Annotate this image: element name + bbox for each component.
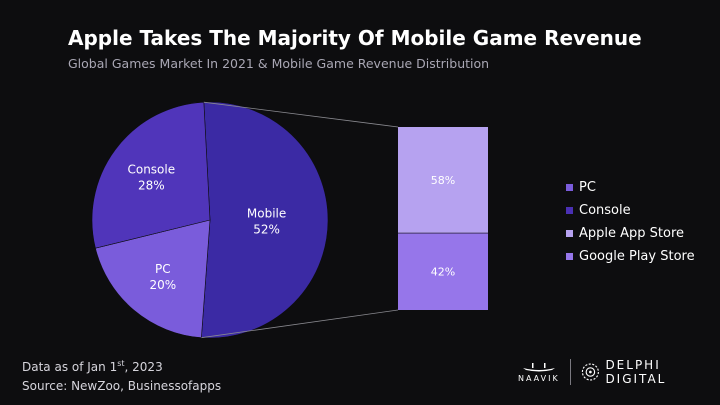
bar-label-google-play-store: 42%: [431, 266, 455, 279]
bar-segment-google-play-store: [398, 233, 488, 310]
brand-logos: NAAVIK DELPHI DIGITAL: [518, 358, 720, 386]
date-sup: st: [117, 359, 125, 368]
pie-slice-console: [91, 101, 211, 249]
pie-value-label-pc: 20%: [149, 278, 176, 292]
logo-divider: [569, 359, 571, 385]
pie-slice-mobile: [201, 101, 329, 339]
legend-swatch-pc: [566, 184, 573, 191]
legend-swatch-console: [566, 207, 573, 214]
legend-item-apple-app-store: Apple App Store: [566, 222, 695, 245]
date-suffix: , 2023: [124, 360, 163, 374]
legend-swatch-google-play-store: [566, 253, 573, 260]
legend-item-google-play-store: Google Play Store: [566, 245, 695, 268]
pie-value-label-mobile: 52%: [253, 223, 280, 237]
date-prefix: Data as of Jan 1: [22, 360, 118, 374]
pie-category-label-mobile: Mobile: [247, 207, 286, 221]
legend-label-console: Console: [579, 203, 631, 218]
connector-line-bottom: [201, 309, 399, 339]
legend-item-pc: PC: [566, 176, 695, 199]
naavik-wordmark: NAAVIK: [518, 373, 560, 383]
pie-slice-pc: [95, 219, 211, 339]
delphi-logo: DELPHI DIGITAL: [581, 358, 720, 386]
chart-subtitle: Global Games Market In 2021 & Mobile Gam…: [68, 56, 490, 71]
bar-segment-apple-app-store: [398, 127, 488, 234]
legend-label-pc: PC: [579, 180, 596, 195]
legend-item-console: Console: [566, 199, 695, 222]
pie-category-label-pc: PC: [155, 262, 171, 276]
pie-category-label-console: Console: [127, 162, 175, 176]
footer: Data as of Jan 1st, 2023 Source: NewZoo,…: [22, 354, 221, 396]
delphi-icon: [581, 363, 599, 381]
naavik-logo: NAAVIK: [518, 362, 560, 383]
legend-label-apple-app-store: Apple App Store: [579, 226, 685, 241]
chart-title: Apple Takes The Majority Of Mobile Game …: [68, 26, 642, 50]
pie-value-label-console: 28%: [138, 178, 165, 192]
boat-icon: [522, 362, 555, 371]
legend-label-google-play-store: Google Play Store: [579, 249, 695, 264]
connector-line-top: [203, 101, 399, 128]
source-note: Source: NewZoo, Businessofapps: [22, 379, 222, 393]
legend-swatch-apple-app-store: [566, 230, 573, 237]
delphi-wordmark: DELPHI DIGITAL: [605, 358, 667, 386]
data-date-note: Data as of Jan 1st, 2023: [22, 354, 221, 377]
legend: PC Console Apple App Store Google Play S…: [566, 176, 695, 268]
bar-label-apple-app-store: 58%: [431, 174, 455, 187]
